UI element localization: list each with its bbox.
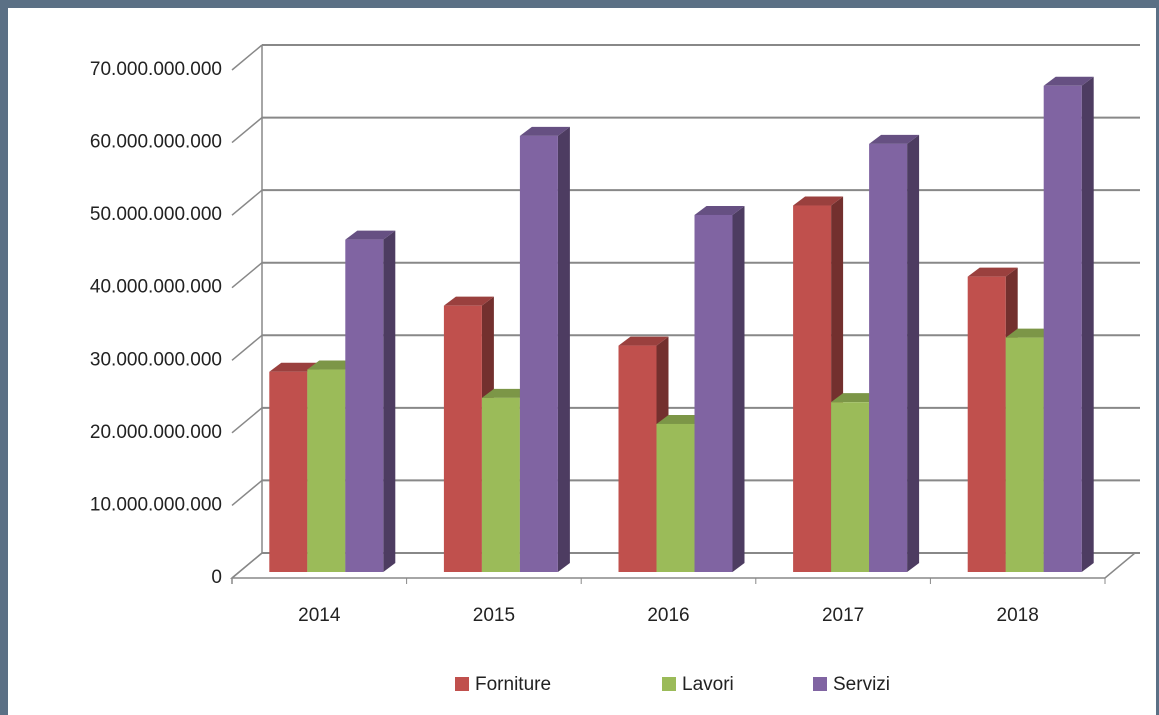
bar	[694, 214, 733, 572]
bar-side	[907, 134, 920, 573]
bar	[269, 371, 308, 572]
bar	[656, 423, 695, 572]
bar-top	[269, 362, 320, 372]
bar-top	[831, 393, 882, 403]
x-tick-label: 2015	[473, 605, 515, 626]
legend-label: Lavori	[682, 674, 734, 695]
y-tick	[231, 552, 263, 579]
bar-top	[793, 196, 844, 206]
bar	[793, 205, 832, 572]
bar-top	[1005, 328, 1056, 338]
y-tick-label: 70.000.000.000	[90, 59, 222, 80]
y-tick-label: 40.000.000.000	[90, 277, 222, 298]
bar-side	[732, 205, 745, 572]
x-tick-label: 2017	[822, 605, 864, 626]
bar-top	[694, 205, 745, 215]
y-tick-label: 10.000.000.000	[90, 494, 222, 515]
y-tick-label: 30.000.000.000	[90, 349, 222, 370]
bar	[519, 135, 558, 573]
bar	[481, 397, 520, 572]
bar-top	[443, 296, 494, 306]
y-tick	[231, 334, 263, 361]
y-tick-label: 0	[211, 567, 222, 588]
bar-side	[1081, 76, 1094, 573]
bar-top	[656, 414, 707, 424]
legend-swatch	[455, 677, 469, 691]
bar	[869, 143, 908, 573]
bar	[1005, 337, 1044, 572]
y-tick-label: 60.000.000.000	[90, 132, 222, 153]
x-tick-label: 2016	[647, 605, 689, 626]
y-tick	[231, 44, 263, 71]
legend-swatch	[813, 677, 827, 691]
bar-top	[618, 336, 669, 346]
x-tick-label: 2018	[997, 605, 1039, 626]
bar	[345, 239, 384, 572]
bar	[307, 369, 346, 572]
bar-top	[1043, 76, 1094, 86]
bar	[831, 402, 870, 572]
bar-top	[869, 134, 920, 144]
y-tick	[231, 262, 263, 289]
x-tick-label: 2014	[298, 605, 341, 626]
bar-side	[383, 230, 396, 572]
y-tick	[231, 116, 263, 144]
bar-top	[519, 126, 570, 136]
y-tick	[231, 479, 263, 507]
bar	[967, 276, 1006, 572]
bar-side	[557, 126, 570, 573]
bar	[443, 305, 482, 572]
bar-top	[345, 230, 396, 240]
y-tick-label: 50.000.000.000	[90, 204, 222, 225]
bar-top	[481, 388, 532, 398]
bar-top	[967, 267, 1018, 277]
y-tick	[231, 407, 263, 434]
legend-swatch	[662, 677, 676, 691]
bar	[618, 345, 657, 572]
bar	[1043, 85, 1082, 573]
legend-label: Servizi	[833, 674, 890, 695]
y-tick-label: 20.000.000.000	[90, 422, 222, 443]
legend-label: Forniture	[475, 674, 551, 695]
y-tick	[231, 189, 263, 216]
bar-top	[307, 360, 358, 370]
